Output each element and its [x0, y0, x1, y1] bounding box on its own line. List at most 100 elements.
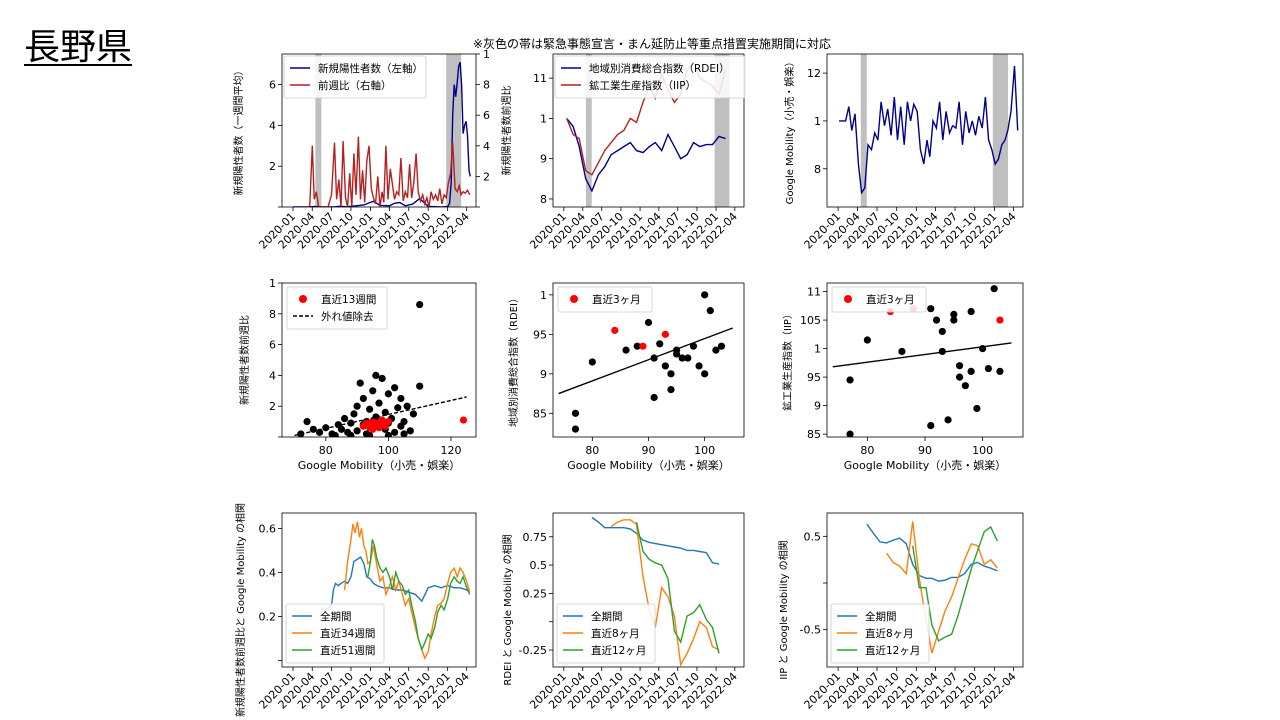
scatter_cases-xlabel: Google Mobility（小売・娯楽） [298, 458, 460, 472]
scatter_iip-point [932, 316, 941, 324]
scatter_rdei-point [706, 307, 714, 315]
scatter_iip-point [955, 373, 964, 381]
scatter_iip-point [961, 382, 969, 390]
scatter_rdei-legend [557, 286, 653, 313]
scatter_rdei-point [667, 370, 675, 378]
scatter_cases-point [337, 425, 346, 433]
scatter_cases-tick-label: 8 [269, 308, 276, 321]
scatter_cases-tick-label: 6 [269, 339, 276, 352]
mobility-band [860, 54, 867, 207]
corr_rdei-series-group [591, 516, 720, 565]
cases-legend-label: 新規陽性者数（左軸） [318, 62, 423, 75]
scatter_cases-recent-point [459, 416, 468, 424]
scatter_cases-xtick-label: 80 [319, 444, 333, 457]
corr_rdei-series-group [635, 521, 720, 654]
scatter_iip-tick-label: 11 [807, 286, 821, 299]
scatter_rdei-legend-marker [570, 295, 578, 303]
scatter_cases-point [384, 431, 392, 437]
scatter_iip-point [967, 307, 975, 316]
corr_cases-series-0 [321, 555, 471, 614]
corr_cases-series-group [343, 521, 471, 660]
scatter_iip-legend [831, 286, 927, 313]
scatter_cases-point [375, 399, 383, 407]
corr_cases-series-2 [367, 539, 471, 652]
scatter_cases-legend-label: 外れ値除去 [321, 310, 374, 323]
scatter_cases-tick-label: 1 [269, 277, 276, 290]
scatter_cases-legend-marker [299, 295, 307, 303]
scatter_cases-recent-point [384, 418, 392, 426]
scatter_iip-xtick-label: 80 [860, 444, 874, 457]
scatter_rdei-recent-point [639, 342, 647, 350]
scatter_iip-point [863, 336, 871, 344]
scatter_cases-ylabel: 新規陽性者数前週比 [238, 315, 251, 405]
corr_cases-legend-label: 全期間 [320, 610, 352, 623]
corr_cases-legend [285, 603, 385, 664]
page-title: 長野県 [24, 27, 133, 68]
scatter_cases-point [353, 402, 361, 410]
mobility-tick-label: 12 [807, 67, 821, 80]
corr_rdei-legend-label: 直近8ヶ月 [591, 627, 640, 640]
scatter_iip-ylabel: 鉱工業生産指数（IIP） [781, 309, 794, 411]
scatter_iip-tick-label: 1 [814, 343, 821, 356]
scatter_rdei-xlabel: Google Mobility（小売・娯楽） [567, 458, 729, 472]
scatter_iip-points [846, 285, 1004, 437]
mobility-band [992, 54, 1009, 207]
scatter_iip-point [846, 376, 854, 384]
scatter_iip-point [955, 362, 964, 370]
scatter_cases-point [366, 405, 374, 413]
corr_cases-frame [281, 512, 477, 668]
rdei_iip-tick-label: 1 [540, 112, 547, 125]
scatter_cases-point [416, 382, 424, 390]
corr_iip-tick-label: 0.5 [804, 530, 822, 543]
scatter_cases-point [400, 430, 408, 437]
scatter_cases-fit-line [294, 396, 467, 437]
scatter_iip-tick-label: 85 [807, 428, 821, 441]
corr_rdei-tick-label: -0.25 [519, 644, 547, 657]
corr_rdei-legend-label: 全期間 [591, 610, 623, 623]
scatter_rdei-xtick-label: 90 [642, 444, 656, 457]
scatter_iip-tick-label: 9 [814, 400, 821, 413]
corr_iip-legend-label: 直近12ヶ月 [865, 644, 920, 657]
scatter_cases-point [381, 408, 389, 416]
corr_cases-tick-label: 0.2 [259, 610, 277, 623]
scatter_rdei-point [571, 409, 580, 417]
scatter_cases-point [350, 410, 358, 418]
scatter_cases-point [384, 390, 392, 398]
cases-right-tick-label: 1 [483, 48, 490, 61]
scatter_cases-legend-label: 直近13週間 [321, 293, 376, 306]
cases-tick-label: 6 [269, 79, 276, 92]
cases-right-tick-label: 2 [483, 170, 490, 183]
mobility-tick-label: 1 [814, 115, 821, 128]
rdei_iip-series-0 [566, 117, 726, 193]
corr_iip-ylabel: IIP と Google Mobility の相関 [777, 540, 790, 679]
rdei_iip-series-group [566, 117, 726, 193]
cases-series-1 [305, 136, 471, 207]
scatter_cases-point [416, 300, 424, 309]
rdei_iip-legend-label: 地域別消費総合指数（RDEI） [589, 62, 730, 75]
cases-frame [281, 53, 477, 208]
scatter_iip-xtick-label: 90 [918, 444, 932, 457]
corr_cases-series-group [367, 539, 471, 652]
scatter_rdei-tick-label: 1 [540, 289, 547, 302]
cases-legend-label: 前週比（右軸） [318, 79, 392, 92]
scatter_rdei-tick-label: 85 [533, 407, 547, 420]
scatter_rdei-tick-label: 9 [540, 368, 547, 381]
scatter_cases-point [403, 402, 411, 410]
cases-right-tick-label: 8 [483, 79, 490, 92]
scatter_rdei-recent-point [661, 330, 669, 338]
mobility-tick-label: 8 [814, 163, 821, 176]
scatter_iip-point [990, 285, 998, 293]
mobility-series-group [839, 65, 1019, 195]
scatter_iip-tick-label: 105 [800, 314, 821, 327]
scatter_cases-point [340, 414, 349, 423]
scatter_cases-points [297, 300, 468, 437]
scatter_rdei-point [701, 291, 709, 299]
scatter_rdei-recent-point [611, 326, 619, 334]
scatter_iip-point [938, 347, 946, 356]
scatter_cases-point [400, 418, 408, 426]
scatter_cases-point [394, 404, 402, 412]
scatter_rdei-point [571, 425, 580, 433]
corr_rdei-legend [556, 603, 656, 664]
corr_rdei-ylabel: RDEI と Google Mobility の相関 [501, 534, 514, 685]
